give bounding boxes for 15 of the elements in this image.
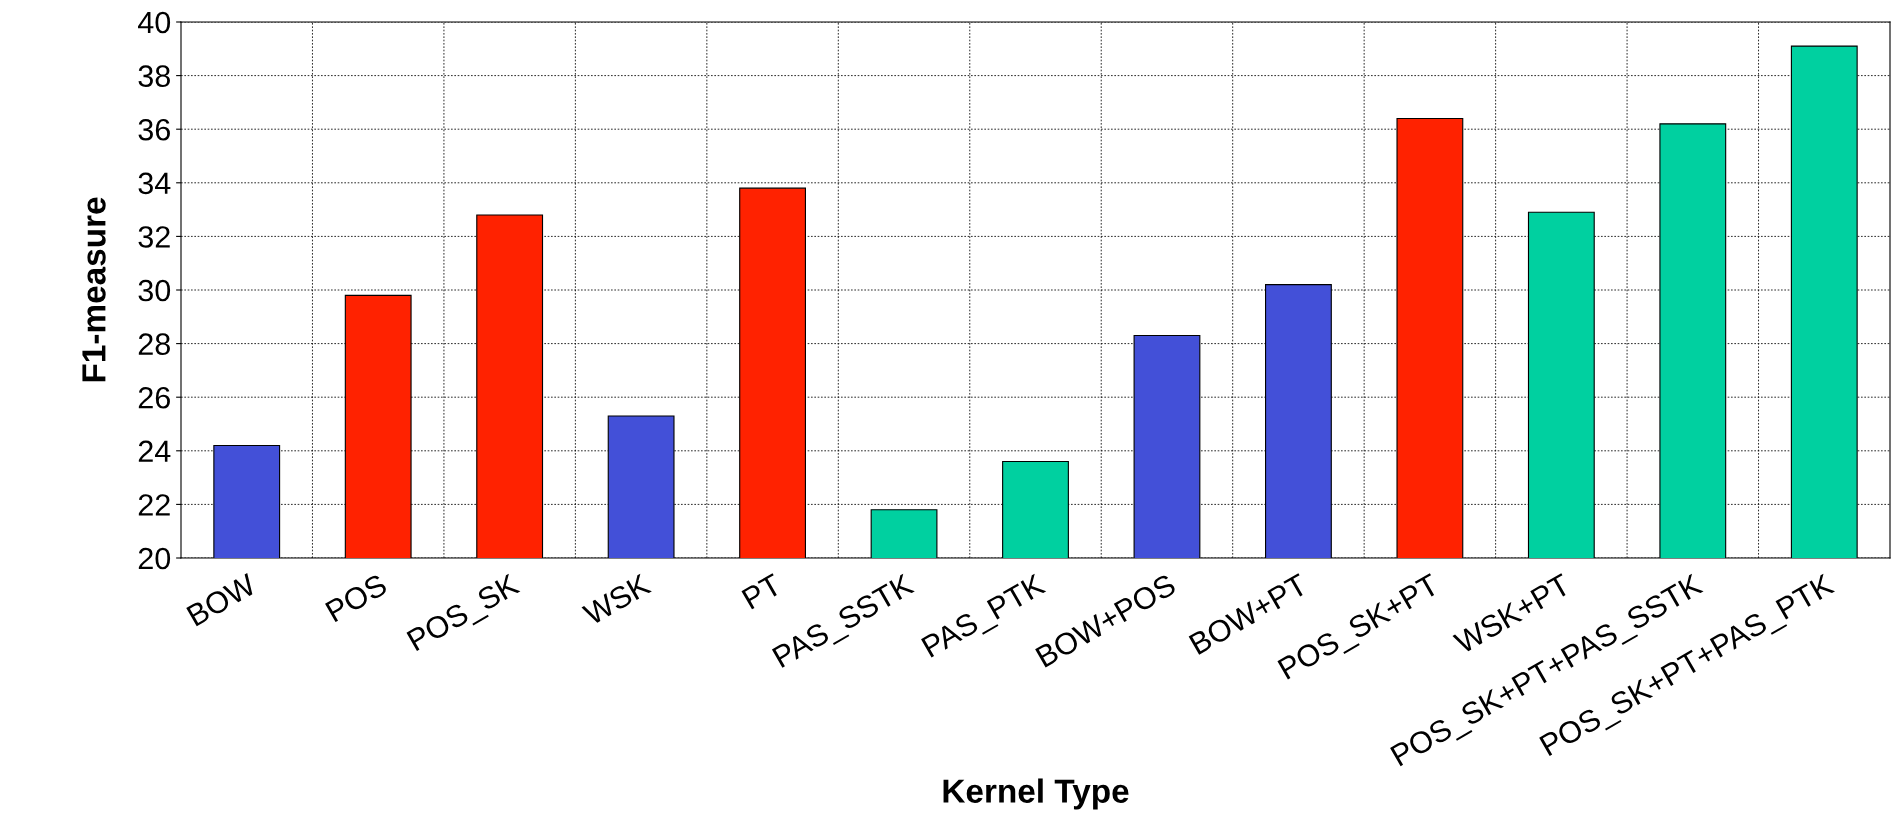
y-tick-label: 24: [138, 440, 171, 462]
x-tick-label: WSK: [581, 572, 653, 627]
y-tick-label: 22: [138, 494, 170, 516]
y-tick-label: 20: [138, 547, 171, 570]
y-tick-label: 32: [138, 226, 170, 248]
y-tick-label: 26: [138, 386, 170, 409]
y-tick-label: 40: [138, 11, 171, 34]
y-tick-label: 34: [138, 172, 171, 195]
y-axis-title: F1-measure: [82, 197, 106, 382]
y-tick-label: 38: [138, 65, 170, 87]
y-tick-label: 36: [138, 118, 170, 141]
y-tick-label: 28: [138, 333, 170, 355]
x-tick-label: POS: [324, 573, 389, 623]
y-tick-label: 30: [138, 279, 171, 302]
x-axis-title: Kernel Type: [943, 778, 1129, 810]
